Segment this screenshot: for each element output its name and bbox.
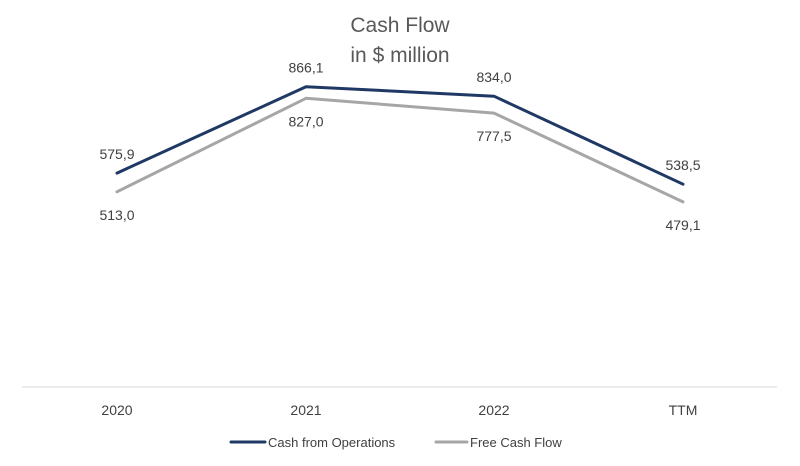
- data-label: 834,0: [476, 69, 511, 85]
- x-tick-label: 2020: [101, 402, 132, 418]
- chart-title: Cash Flow: [350, 14, 450, 37]
- data-label: 866,1: [288, 60, 323, 76]
- data-label: 538,5: [665, 157, 700, 173]
- data-label: 513,0: [99, 207, 134, 223]
- data-label: 777,5: [476, 128, 511, 144]
- legend-label: Cash from Operations: [268, 435, 396, 450]
- x-tick-label: 2021: [290, 402, 321, 418]
- data-labels: 575,9 866,1 834,0 538,5 513,0 827,0 777,5 479,1: [99, 60, 700, 233]
- chart-subtitle: in $ million: [350, 44, 449, 67]
- series-lines: [115, 85, 685, 204]
- legend-label: Free Cash Flow: [470, 435, 562, 450]
- x-tick-label: 2022: [478, 402, 509, 418]
- x-tick-label: TTM: [669, 402, 698, 418]
- data-label: 575,9: [99, 146, 134, 162]
- x-axis-ticks: 2020 2021 2022 TTM: [101, 402, 697, 418]
- legend: Cash from Operations Free Cash Flow: [229, 435, 562, 450]
- data-label: 827,0: [288, 113, 323, 129]
- series-line-free-cash-flow: [115, 96, 685, 204]
- data-label: 479,1: [665, 217, 700, 233]
- series-line-cash-from-operations: [115, 85, 685, 186]
